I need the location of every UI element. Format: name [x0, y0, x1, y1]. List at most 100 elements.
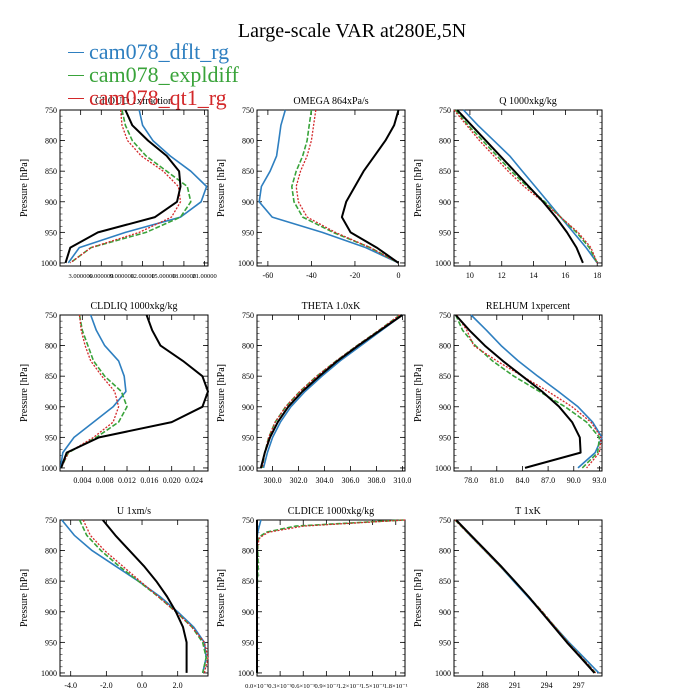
y-tick-label: 750: [242, 311, 254, 320]
panel-title: THETA 1.0xK: [302, 301, 361, 312]
x-tick-label: 6.000000: [89, 273, 113, 280]
series-line: [69, 109, 182, 264]
y-tick-label: 850: [439, 577, 451, 586]
x-tick-label: 0.0×10⁻¹: [245, 683, 269, 690]
x-tick-label: -2.0: [100, 681, 113, 690]
y-tick-label: 850: [242, 577, 254, 586]
x-tick-label: 0.016: [140, 476, 158, 485]
x-tick-label: 0.024: [185, 476, 203, 485]
series-line: [456, 109, 584, 264]
series-line: [470, 314, 603, 469]
y-tick-label: 750: [45, 311, 57, 320]
legend-label: cam078_expldiff: [89, 62, 239, 87]
y-tick-label: 950: [439, 433, 451, 442]
series-line: [290, 109, 399, 264]
panel: T 1xK Pressure [hPa] 750 800 850 900 950 1000 28…: [413, 506, 603, 690]
panel: CLDLIQ 1000xkg/kg Pressure [hPa] 750 800 850…: [19, 301, 209, 485]
y-tick-label: 900: [242, 608, 254, 617]
y-tick-label: 1000: [238, 669, 254, 678]
x-tick-label: 3.000000: [68, 273, 92, 280]
x-tick-label: 308.0: [367, 476, 385, 485]
y-tick-label: 1000: [435, 259, 451, 268]
series-line: [261, 314, 401, 469]
x-tick-label: 78.0: [464, 476, 478, 485]
y-tick-label: 950: [242, 638, 254, 647]
plot-frame: [453, 314, 603, 472]
series-line: [256, 519, 406, 673]
x-tick-label: 90.0: [567, 476, 581, 485]
series-line: [60, 314, 128, 469]
y-tick-label: 750: [439, 311, 451, 320]
panel-title: T 1xK: [515, 506, 541, 517]
x-tick-label: 300.0: [264, 476, 282, 485]
y-tick-label: 750: [45, 106, 57, 115]
panel-title: RELHUM 1xpercent: [486, 301, 570, 312]
y-tick-label: 1000: [41, 259, 57, 268]
panel-title: CLDICE 1000xkg/kg: [288, 506, 374, 517]
y-tick-label: 900: [439, 403, 451, 412]
series-line: [59, 314, 127, 469]
series-line: [462, 109, 598, 264]
y-tick-label: 750: [439, 516, 451, 525]
legend-swatch: [68, 75, 84, 76]
y-tick-label: 900: [242, 403, 254, 412]
y-tick-label: 1000: [41, 464, 57, 473]
series-line: [340, 109, 400, 264]
plot-frame: [256, 519, 406, 677]
x-tick-label: 2.0: [173, 681, 183, 690]
plot-frame: [256, 109, 406, 267]
y-tick-label: 950: [439, 638, 451, 647]
x-tick-label: 0.6×10⁻¹: [291, 683, 315, 690]
y-tick-label: 950: [242, 433, 254, 442]
y-tick-label: 800: [242, 547, 254, 556]
y-tick-label: 800: [45, 342, 57, 351]
x-tick-label: 1.5×10⁻¹: [361, 683, 385, 690]
x-tick-label: 0.020: [163, 476, 181, 485]
y-tick-label: 800: [242, 342, 254, 351]
y-tick-label: 800: [45, 137, 57, 146]
x-tick-label: 81.0: [490, 476, 504, 485]
x-tick-label: 0: [396, 271, 400, 280]
x-tick-label: 87.0: [541, 476, 555, 485]
y-tick-label: 750: [242, 516, 254, 525]
x-tick-label: 0.008: [96, 476, 114, 485]
y-tick-label: 950: [45, 638, 57, 647]
y-tick-label: 800: [439, 342, 451, 351]
y-tick-label: 900: [242, 198, 254, 207]
x-tick-label: 304.0: [316, 476, 334, 485]
legend-label: cam078_qt1_rg: [89, 85, 227, 110]
x-tick-label: 0.0: [137, 681, 147, 690]
x-tick-label: -4.0: [64, 681, 77, 690]
y-axis-label: Pressure [hPa]: [413, 159, 424, 217]
y-tick-label: 750: [242, 106, 254, 115]
legend-label: cam078_dflt_rg: [89, 39, 230, 64]
plot-frame: [59, 519, 209, 677]
series-line: [259, 314, 403, 469]
series-line: [256, 519, 404, 673]
series-line: [454, 314, 582, 469]
y-axis-label: Pressure [hPa]: [19, 159, 30, 217]
x-tick-label: -40: [306, 271, 317, 280]
series-line: [78, 519, 207, 674]
panel: U 1xm/s Pressure [hPa] 750 800 850 900 950 1000…: [19, 506, 209, 690]
x-tick-label: 15.00000: [151, 273, 175, 280]
plot-frame: [453, 519, 603, 677]
x-tick-label: 10: [466, 271, 474, 280]
x-tick-label: -60: [263, 271, 274, 280]
legend-swatch: [68, 98, 84, 99]
y-tick-label: 850: [242, 372, 254, 381]
x-tick-label: 1.2×10⁻¹: [338, 683, 362, 690]
x-tick-label: 1.8×10⁻¹: [384, 683, 408, 690]
y-axis-label: Pressure [hPa]: [19, 364, 30, 422]
x-tick-label: 9.000000: [110, 273, 134, 280]
x-tick-label: 0.004: [73, 476, 91, 485]
y-tick-label: 850: [45, 372, 57, 381]
y-tick-label: 1000: [238, 259, 254, 268]
x-tick-label: 288: [477, 681, 489, 690]
y-tick-label: 1000: [238, 464, 254, 473]
plot-frame: [59, 109, 209, 267]
series-line: [64, 109, 182, 264]
panel: OMEGA 864xPa/s Pressure [hPa] 750 800 850 900…: [216, 96, 406, 280]
x-tick-label: 14: [530, 271, 538, 280]
series-line: [295, 109, 399, 264]
